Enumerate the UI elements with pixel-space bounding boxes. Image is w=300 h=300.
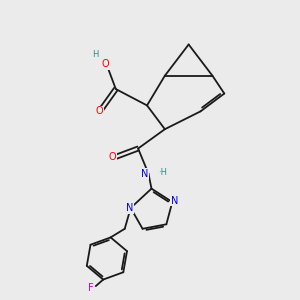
Text: N: N [141,169,148,179]
Text: O: O [96,106,103,116]
Text: O: O [108,152,116,162]
Text: H: H [92,50,99,59]
Text: F: F [88,283,93,292]
Text: N: N [171,196,178,206]
Text: O: O [102,59,109,69]
Text: N: N [125,203,133,213]
Text: ·H: ·H [158,168,167,177]
